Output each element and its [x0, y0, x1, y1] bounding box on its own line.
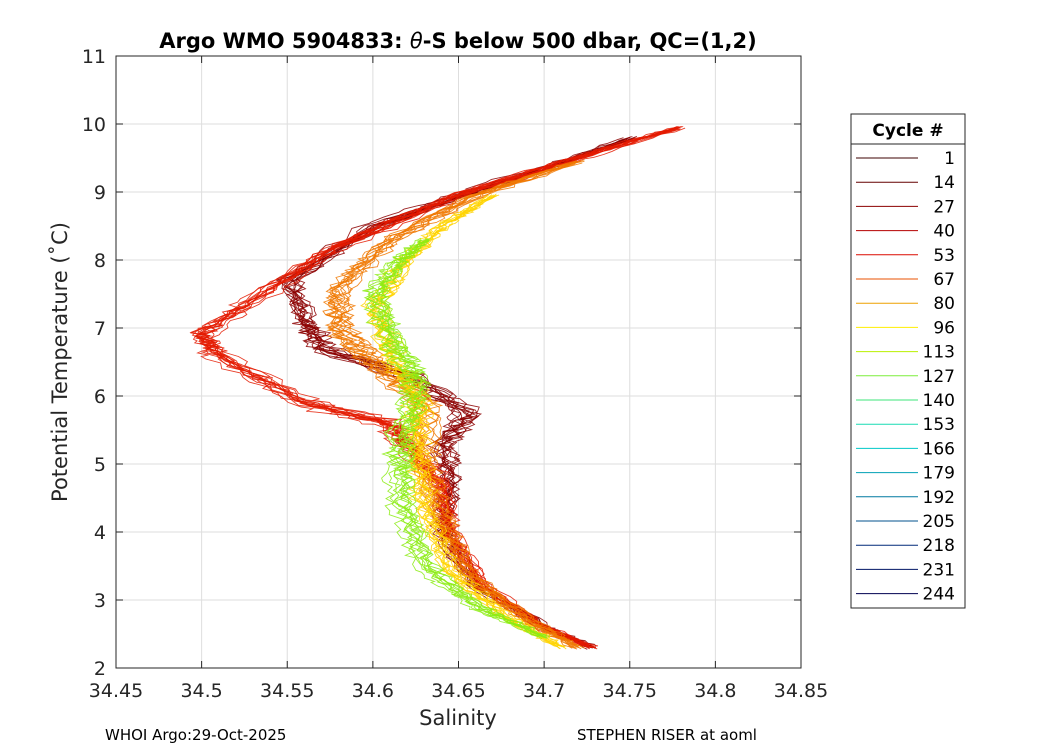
profile-line — [206, 126, 684, 647]
profile-line — [380, 241, 546, 639]
legend-entry: 231 — [856, 560, 955, 580]
series-group-cycles-113-140 — [362, 237, 550, 640]
y-tick-label: 11 — [82, 46, 106, 68]
legend-entry: 96 — [856, 318, 955, 338]
legend-label: 244 — [923, 585, 955, 605]
profile-line — [366, 239, 547, 639]
legend-label: 192 — [923, 488, 955, 508]
x-tick-label: 34.45 — [89, 680, 143, 702]
legend-entry: 113 — [856, 343, 955, 363]
footer-right: STEPHEN RISER at aoml — [577, 726, 757, 744]
legend-entries: 1 14 27 40 53 67 80 96 113 127 140 153 166 179 192 205 2… — [856, 149, 955, 605]
legend-entry: 67 — [856, 270, 955, 290]
legend-label: 80 — [933, 294, 955, 314]
x-axis-label: Salinity — [419, 706, 497, 730]
profile-line — [327, 161, 578, 650]
series-group-cycles-27-67 — [189, 125, 686, 650]
y-tick-label: 2 — [94, 658, 106, 680]
legend-label: 127 — [923, 367, 955, 387]
y-tick-label: 3 — [94, 590, 106, 612]
legend-label: 96 — [933, 318, 955, 338]
profile-line — [364, 237, 540, 638]
profile-line — [374, 238, 547, 637]
legend-label: 40 — [933, 222, 955, 242]
x-tick-label: 34.75 — [603, 680, 657, 702]
profile-line — [198, 126, 681, 648]
legend-entry: 218 — [856, 536, 955, 556]
legend-label: 53 — [933, 246, 955, 266]
legend-entry: 205 — [856, 512, 955, 532]
y-tick-label: 10 — [82, 114, 106, 136]
legend-label: 113 — [923, 343, 955, 363]
legend-label: 218 — [923, 536, 955, 556]
x-tick-label: 34.6 — [352, 680, 394, 702]
legend-label: 140 — [923, 391, 955, 411]
x-tick-label: 34.85 — [774, 680, 828, 702]
x-tick-label: 34.55 — [260, 680, 314, 702]
legend-entry: 166 — [856, 439, 955, 459]
legend-entry: 153 — [856, 415, 955, 435]
legend-label: 153 — [923, 415, 955, 435]
legend-entry: 140 — [856, 391, 955, 411]
y-tick-label: 4 — [94, 522, 106, 544]
x-tick-label: 34.7 — [523, 680, 565, 702]
y-tick-label: 9 — [94, 182, 106, 204]
legend-entry: 1 — [856, 149, 955, 169]
legend-title: Cycle # — [872, 121, 943, 141]
legend-entry: 80 — [856, 294, 955, 314]
legend-entry: 40 — [856, 222, 955, 242]
x-tick-label: 34.8 — [694, 680, 736, 702]
axis-ticks: 34.45 34.5 34.55 34.6 34.65 34.7 34.75 34.8 34.8… — [82, 46, 828, 702]
legend-label: 1 — [944, 149, 955, 169]
y-tick-label: 6 — [94, 386, 106, 408]
y-tick-label: 5 — [94, 454, 106, 476]
legend-entry: 27 — [856, 197, 955, 217]
legend-entry: 244 — [856, 585, 955, 605]
legend-entry: 127 — [856, 367, 955, 387]
legend-label: 179 — [923, 464, 955, 484]
legend-label: 14 — [933, 173, 955, 193]
chart-title: Argo WMO 5904833: θ-S below 500 dbar, QC… — [159, 29, 756, 53]
legend-label: 27 — [933, 197, 955, 217]
legend-entry: 14 — [856, 173, 955, 193]
footer-left: WHOI Argo:29-Oct-2025 — [105, 726, 286, 744]
profile-line — [378, 238, 547, 637]
legend-label: 166 — [923, 439, 955, 459]
legend-label: 231 — [923, 560, 955, 580]
y-tick-label: 7 — [94, 318, 106, 340]
data-series — [189, 125, 686, 650]
x-tick-label: 34.65 — [431, 680, 485, 702]
profile-line — [371, 194, 566, 647]
legend-entry: 179 — [856, 464, 955, 484]
y-axis-label: Potential Temperature (˚C) — [48, 222, 72, 502]
y-tick-label: 8 — [94, 250, 106, 272]
legend-label: 67 — [933, 270, 955, 290]
legend-entry: 53 — [856, 246, 955, 266]
legend-box — [850, 113, 966, 609]
x-tick-label: 34.5 — [180, 680, 222, 702]
profile-line — [372, 239, 548, 639]
legend-entry: 192 — [856, 488, 955, 508]
legend-label: 205 — [923, 512, 955, 532]
legend: Cycle # 1 14 27 40 53 67 80 96 113 127 140 153 166 17… — [850, 113, 966, 609]
